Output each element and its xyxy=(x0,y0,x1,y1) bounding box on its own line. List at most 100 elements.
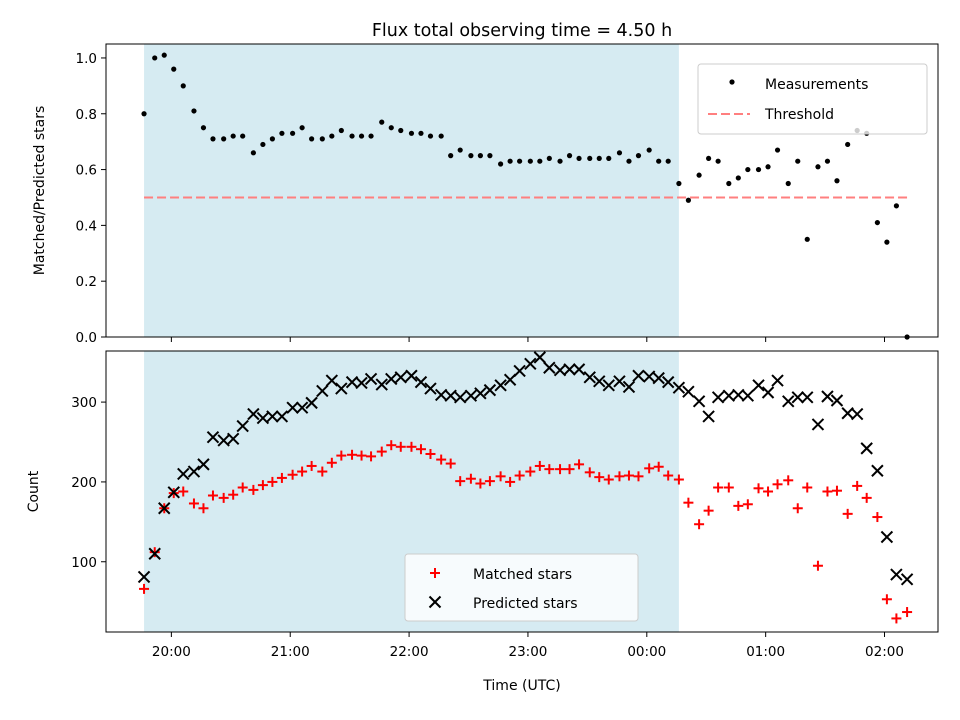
measurement-point xyxy=(180,83,186,89)
measurement-point xyxy=(845,141,851,148)
matched-star-point xyxy=(495,471,506,482)
predicted-star-point xyxy=(414,375,428,389)
predicted-star-point xyxy=(572,363,586,376)
measurement-point xyxy=(795,158,801,164)
measurement-point xyxy=(200,125,207,131)
predicted-star-point xyxy=(375,378,388,391)
bottom-y-axis-label: Count xyxy=(26,470,42,512)
y-tick-label: 0.8 xyxy=(76,107,97,123)
matched-star-point xyxy=(455,476,466,487)
predicted-star-point xyxy=(385,372,398,386)
matched-star-point xyxy=(564,464,575,475)
predicted-star-point xyxy=(148,547,161,560)
predicted-star-point xyxy=(771,374,784,387)
matched-star-point xyxy=(425,448,436,459)
matched-star-point xyxy=(188,498,199,509)
measurement-point xyxy=(487,153,493,159)
x-tick-label: 02:00 xyxy=(865,644,904,660)
measurement-point xyxy=(329,133,335,139)
chart-title: Flux total observing time = 4.50 h xyxy=(372,21,672,41)
predicted-star-point xyxy=(811,418,825,431)
predicted-star-point xyxy=(444,389,457,402)
predicted-star-point xyxy=(632,369,645,382)
y-tick-label: 100 xyxy=(71,555,97,571)
matched-star-point xyxy=(891,613,902,624)
measurement-point xyxy=(250,150,256,156)
predicted-star-point xyxy=(453,391,467,404)
measurement-point xyxy=(230,133,236,139)
measurement-point xyxy=(765,164,771,170)
bottom-y-ticks: 100 200 300 xyxy=(71,395,106,571)
measurement-point xyxy=(656,158,662,164)
bottom-legend-box xyxy=(404,553,639,622)
predicted-star-point xyxy=(593,375,606,388)
predicted-star-point xyxy=(355,376,368,390)
predicted-star-point xyxy=(692,395,706,408)
matched-star-point xyxy=(763,486,774,497)
matched-star-point xyxy=(673,474,684,485)
measurement-point xyxy=(427,133,434,139)
matched-star-point xyxy=(614,471,625,482)
matched-star-point xyxy=(326,457,337,468)
measurement-point xyxy=(715,158,721,164)
measurement-point xyxy=(240,133,246,139)
matched-star-point xyxy=(366,451,377,462)
measurement-point xyxy=(527,158,533,164)
predicted-star-point xyxy=(187,465,201,478)
matched-star-point xyxy=(783,475,794,486)
measurement-point xyxy=(517,158,523,164)
matched-star-point xyxy=(742,499,753,510)
measurement-point xyxy=(368,133,374,139)
predicted-star-point xyxy=(405,369,418,382)
predicted-star-point xyxy=(672,381,686,394)
matched-star-point xyxy=(733,500,744,511)
predicted-star-point xyxy=(286,401,299,414)
legend-label-matched: Matched stars xyxy=(473,567,572,583)
measurement-point xyxy=(635,153,642,159)
measurement-point xyxy=(438,133,444,139)
measurement-point xyxy=(398,127,404,134)
predicted-star-point xyxy=(761,386,775,399)
predicted-star-point xyxy=(226,432,240,446)
predicted-star-point xyxy=(682,385,695,398)
measurement-point xyxy=(290,130,296,136)
matched-star-point xyxy=(881,594,892,605)
matched-star-point xyxy=(663,470,674,481)
matched-star-point xyxy=(574,459,585,470)
matched-star-point xyxy=(475,478,486,489)
matched-star-point xyxy=(465,473,476,484)
measurement-point xyxy=(349,133,355,139)
predicted-star-point xyxy=(524,357,537,370)
measurement-point xyxy=(309,136,315,142)
top-y-axis-label: Matched/Predicted stars xyxy=(32,106,48,276)
predicted-star-point xyxy=(652,371,665,385)
legend-label-threshold: Threshold xyxy=(764,107,834,123)
matched-star-point xyxy=(683,497,694,508)
matched-star-point xyxy=(149,547,160,558)
predicted-star-point xyxy=(860,442,873,455)
predicted-star-point xyxy=(871,464,884,477)
predicted-star-point xyxy=(850,407,864,421)
predicted-star-point xyxy=(702,410,715,423)
matched-star-point xyxy=(356,450,367,461)
matched-star-point xyxy=(594,472,605,483)
measurement-point xyxy=(557,158,563,164)
matched-star-point xyxy=(812,560,823,571)
predicted-star-point xyxy=(158,502,171,515)
measurement-point xyxy=(221,136,227,142)
predicted-star-point xyxy=(177,467,190,481)
top-legend-box xyxy=(697,63,928,135)
measurement-point xyxy=(418,130,424,136)
matched-star-point xyxy=(386,440,397,451)
x-tick-label: 01:00 xyxy=(746,644,785,660)
matched-star-point xyxy=(644,463,655,474)
measurement-point xyxy=(299,125,305,131)
predicted-star-point xyxy=(316,384,329,398)
measurement-point xyxy=(706,155,712,162)
matched-star-point xyxy=(525,466,536,477)
predicted-star-point xyxy=(266,410,279,423)
legend-marker-predicted xyxy=(428,595,442,609)
matched-star-point xyxy=(831,485,842,496)
measurement-point xyxy=(665,158,671,164)
matched-star-point xyxy=(415,444,426,455)
